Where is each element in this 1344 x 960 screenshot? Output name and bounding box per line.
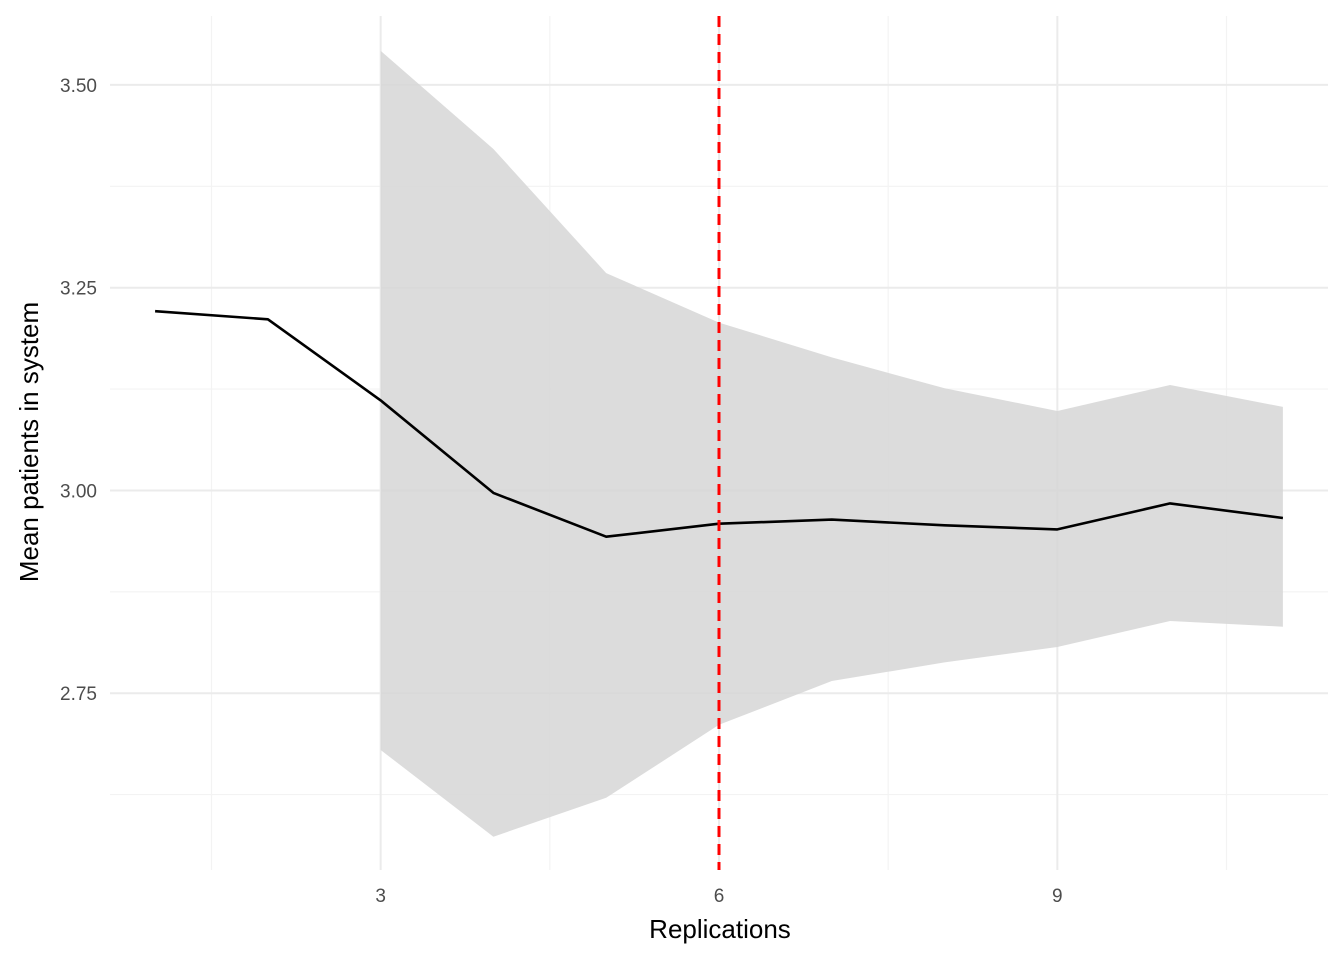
x-tick-label: 3 <box>375 886 386 907</box>
y-tick-label: 2.75 <box>60 684 97 705</box>
y-tick-label: 3.00 <box>60 481 97 502</box>
confidence-band <box>380 50 1283 837</box>
y-tick-label: 3.50 <box>60 76 97 97</box>
x-tick-label: 9 <box>1052 886 1063 907</box>
x-tick-label: 6 <box>714 886 725 907</box>
y-axis-title: Mean patients in system <box>14 302 44 582</box>
y-tick-labels: 2.75 3.00 3.25 3.50 <box>60 76 97 705</box>
x-tick-labels: 3 6 9 <box>375 886 1062 907</box>
y-tick-label: 3.25 <box>60 279 97 300</box>
x-axis-title: Replications <box>649 914 791 944</box>
